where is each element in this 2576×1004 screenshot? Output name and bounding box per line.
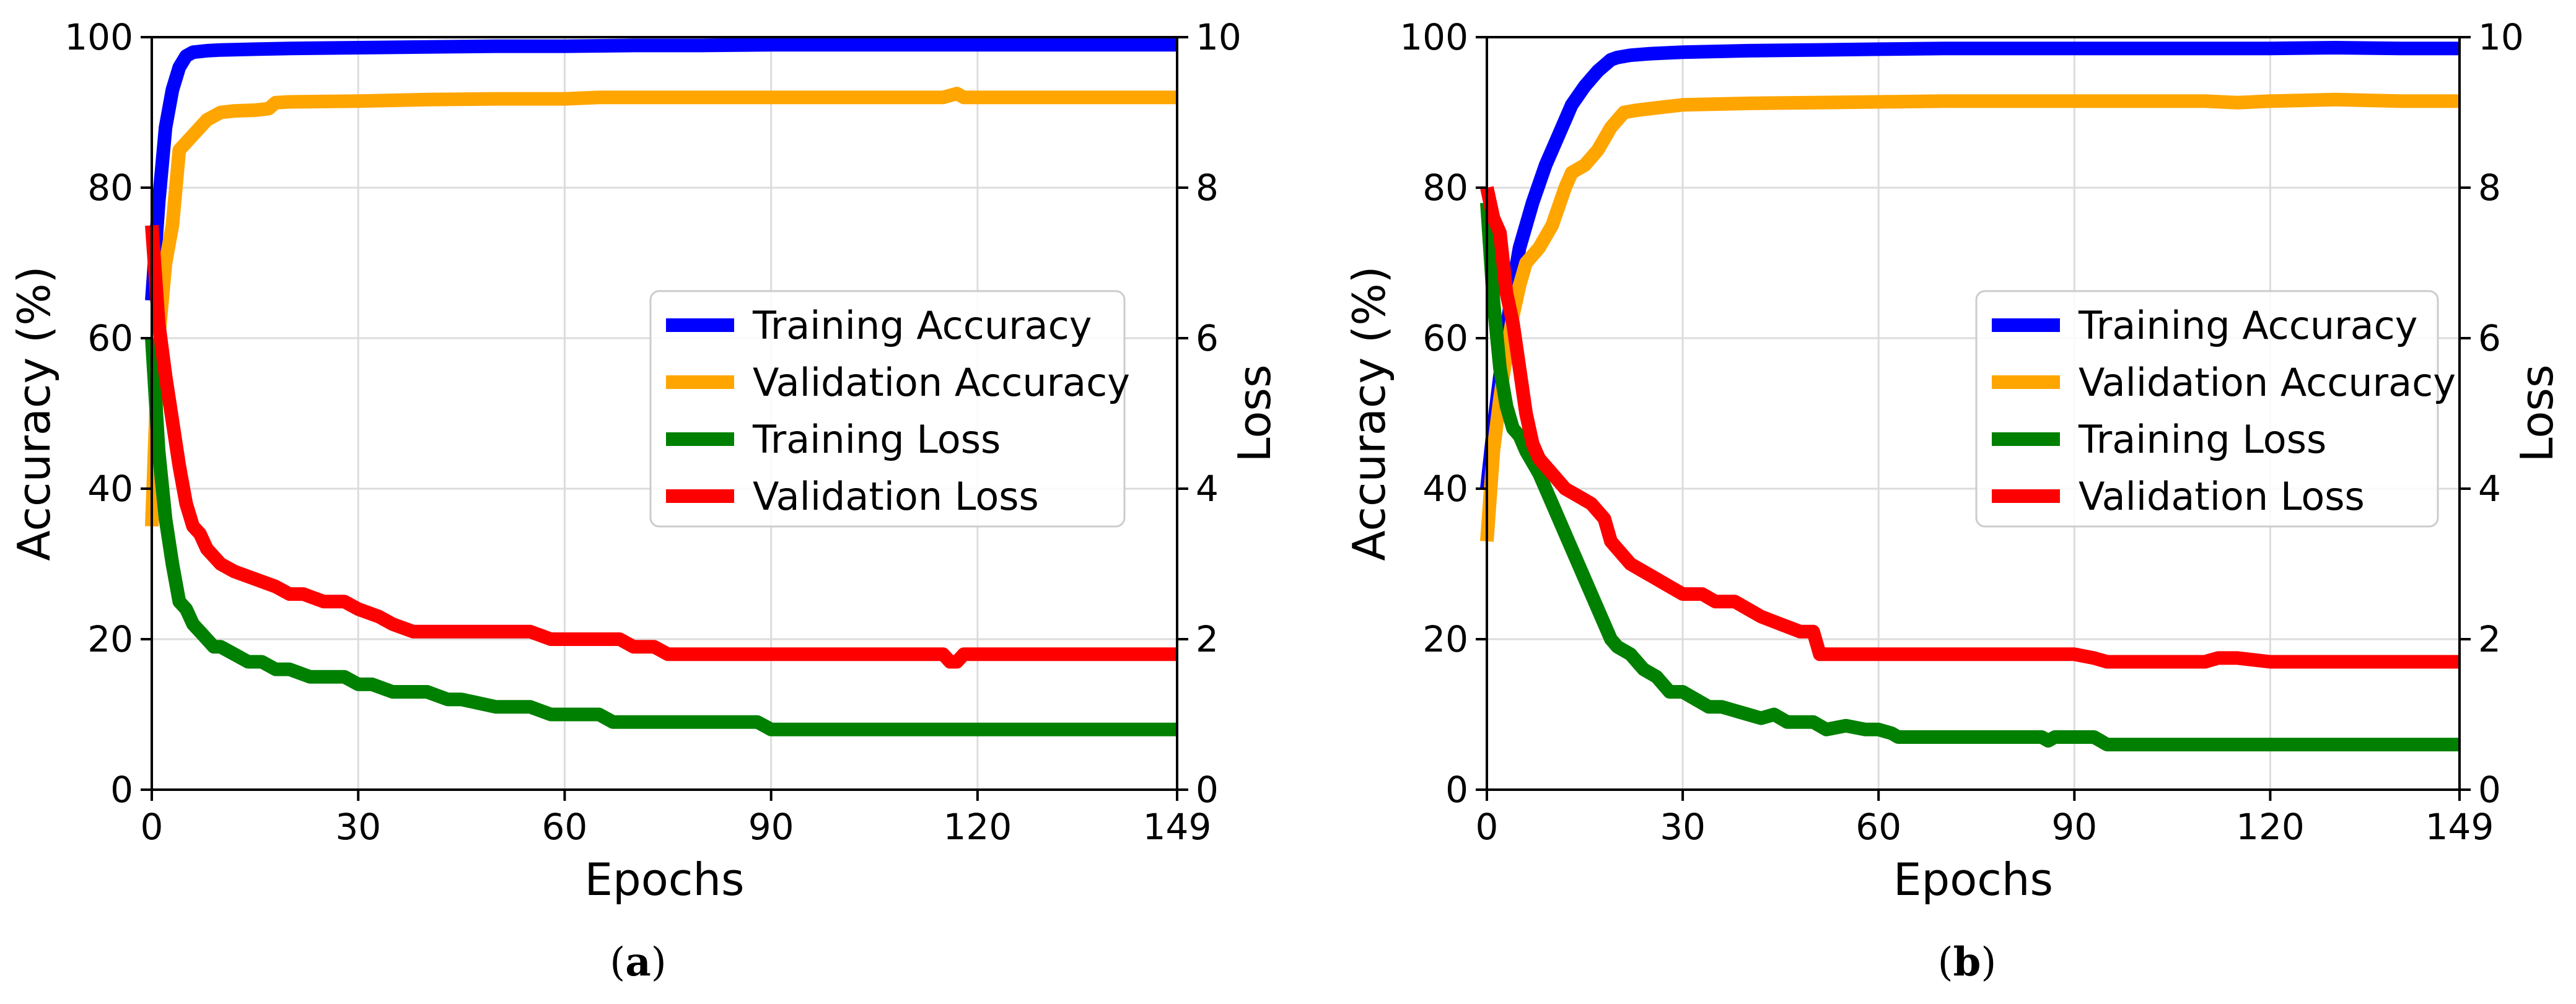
- y-left-tick-label: 20: [1422, 618, 1468, 660]
- y-right-tick-label: 6: [2478, 317, 2501, 359]
- y-right-tick-label: 0: [2478, 769, 2501, 811]
- caption-letter: b: [1953, 939, 1981, 985]
- x-tick-label: 30: [335, 806, 381, 848]
- legend: Training Accuracy Validation Accuracy Trai…: [1975, 290, 2456, 528]
- y-right-tick-label: 8: [1196, 167, 1219, 209]
- legend-label-training-accuracy: Training Accuracy: [752, 303, 1092, 348]
- x-tick-label: 120: [944, 806, 1012, 848]
- series-line-validation-loss: [1480, 186, 2460, 669]
- panel-a: 0 30 60 90 120 1490204060801000246810EpochsAc…: [8, 16, 1281, 906]
- x-tick-label: 60: [542, 806, 588, 848]
- series-line-training-accuracy: [145, 38, 1177, 302]
- legend-label-validation-loss: Validation Loss: [753, 474, 1039, 519]
- series-line-training-loss: [1480, 202, 2460, 752]
- legend-box: [1975, 290, 2439, 528]
- series-line-validation-loss: [145, 225, 1177, 669]
- panel-b: 0 30 60 90 120 1490204060801000246810EpochsAc…: [1343, 16, 2563, 906]
- y-left-tick-label: 60: [1422, 317, 1468, 359]
- y-right-tick-label: 4: [1196, 468, 1219, 510]
- x-tick-label: 149: [1143, 806, 1212, 848]
- y-left-tick-label: 80: [1422, 167, 1468, 209]
- legend-label-training-loss: Training Loss: [2078, 417, 2326, 462]
- series-line-training-loss: [145, 338, 1177, 736]
- legend-label-training-accuracy: Training Accuracy: [2078, 303, 2417, 348]
- y-right-axis-label: Loss: [2511, 365, 2563, 463]
- y-left-tick-label: 100: [64, 16, 133, 58]
- y-left-tick-label: 60: [87, 317, 133, 359]
- series-line-validation-accuracy: [1480, 92, 2460, 542]
- y-left-tick-label: 100: [1400, 16, 1468, 58]
- x-axis-label: Epochs: [585, 853, 745, 906]
- x-tick-label: 30: [1660, 806, 1706, 848]
- x-axis-label: Epochs: [1893, 853, 2053, 906]
- legend-label-validation-accuracy: Validation Accuracy: [753, 360, 1130, 405]
- y-right-axis-label: Loss: [1229, 365, 1281, 463]
- y-left-tick-label: 0: [110, 769, 133, 811]
- x-tick-label: 90: [2051, 806, 2097, 848]
- y-right-tick-label: 10: [2478, 16, 2524, 58]
- x-tick-label: 0: [141, 806, 164, 848]
- legend-label-validation-loss: Validation Loss: [2079, 474, 2365, 519]
- series-line-training-accuracy: [1480, 41, 2460, 490]
- y-left-axis-label: Accuracy (%): [8, 266, 60, 561]
- y-right-tick-label: 10: [1196, 16, 1242, 58]
- plot-frame: [151, 36, 1178, 791]
- y-right-tick-label: 6: [1196, 317, 1219, 359]
- legend-label-training-loss: Training Loss: [752, 417, 1001, 462]
- y-right-tick-label: 4: [2478, 468, 2501, 510]
- x-tick-label: 60: [1855, 806, 1901, 848]
- y-right-tick-label: 8: [2478, 167, 2501, 209]
- y-left-tick-label: 80: [87, 167, 133, 209]
- y-right-tick-label: 2: [2478, 618, 2501, 660]
- plot-frame: [1486, 36, 2461, 791]
- legend: Training Accuracy Validation Accuracy Trai…: [649, 290, 1130, 528]
- y-right-tick-label: 2: [1196, 618, 1219, 660]
- y-left-tick-label: 0: [1445, 769, 1468, 811]
- x-tick-label: 149: [2425, 806, 2494, 848]
- y-left-axis-label: Accuracy (%): [1343, 266, 1395, 561]
- panel-a-caption: (a): [610, 939, 666, 985]
- caption-letter: a: [625, 939, 651, 985]
- x-tick-label: 90: [748, 806, 794, 848]
- y-left-tick-label: 40: [87, 468, 133, 510]
- legend-label-validation-accuracy: Validation Accuracy: [2079, 360, 2456, 405]
- x-tick-label: 0: [1476, 806, 1499, 848]
- panel-b-caption: (b): [1938, 939, 1997, 985]
- series-line-validation-accuracy: [145, 87, 1177, 527]
- y-left-tick-label: 40: [1422, 468, 1468, 510]
- y-right-tick-label: 0: [1196, 769, 1219, 811]
- legend-box: [649, 290, 1126, 528]
- y-left-tick-label: 20: [87, 618, 133, 660]
- x-tick-label: 120: [2236, 806, 2305, 848]
